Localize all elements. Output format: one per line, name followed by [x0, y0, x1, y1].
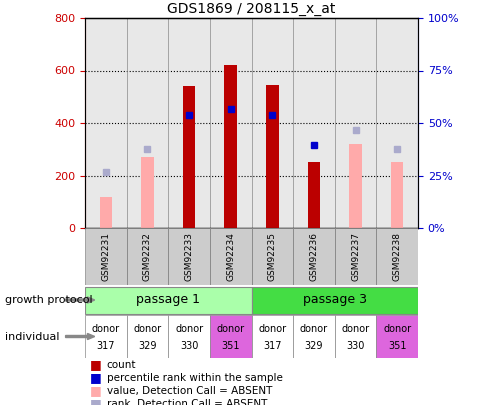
FancyBboxPatch shape — [85, 315, 126, 358]
Text: 351: 351 — [387, 341, 406, 351]
Text: 351: 351 — [221, 341, 240, 351]
Text: GSM92231: GSM92231 — [101, 232, 110, 281]
FancyBboxPatch shape — [376, 228, 417, 285]
Text: donor: donor — [133, 324, 161, 334]
Text: ■: ■ — [90, 397, 101, 405]
FancyBboxPatch shape — [168, 315, 210, 358]
FancyBboxPatch shape — [85, 228, 126, 285]
Text: donor: donor — [257, 324, 286, 334]
Text: passage 3: passage 3 — [302, 294, 366, 307]
FancyBboxPatch shape — [292, 315, 334, 358]
Text: GSM92238: GSM92238 — [392, 232, 401, 281]
FancyBboxPatch shape — [85, 286, 251, 313]
FancyBboxPatch shape — [126, 228, 168, 285]
Text: donor: donor — [341, 324, 369, 334]
FancyBboxPatch shape — [251, 286, 417, 313]
Text: 329: 329 — [304, 341, 322, 351]
Text: GSM92234: GSM92234 — [226, 232, 235, 281]
Text: ■: ■ — [90, 384, 101, 397]
Text: GSM92235: GSM92235 — [267, 232, 276, 281]
FancyBboxPatch shape — [251, 228, 292, 285]
Bar — [348, 144, 361, 228]
Bar — [266, 85, 278, 228]
Text: growth protocol: growth protocol — [5, 295, 92, 305]
Text: GSM92236: GSM92236 — [309, 232, 318, 281]
Text: donor: donor — [299, 324, 327, 334]
Text: 329: 329 — [138, 341, 156, 351]
Text: 317: 317 — [96, 341, 115, 351]
Text: value, Detection Call = ABSENT: value, Detection Call = ABSENT — [106, 386, 272, 396]
Text: individual: individual — [5, 332, 59, 341]
Text: ■: ■ — [90, 371, 101, 384]
Text: 330: 330 — [180, 341, 198, 351]
Text: donor: donor — [175, 324, 203, 334]
FancyBboxPatch shape — [292, 228, 334, 285]
Bar — [99, 196, 112, 228]
Text: percentile rank within the sample: percentile rank within the sample — [106, 373, 282, 383]
Text: passage 1: passage 1 — [136, 294, 200, 307]
Text: donor: donor — [216, 324, 244, 334]
Title: GDS1869 / 208115_x_at: GDS1869 / 208115_x_at — [167, 2, 335, 15]
Text: ■: ■ — [90, 358, 101, 371]
FancyBboxPatch shape — [334, 228, 376, 285]
Bar — [390, 162, 403, 228]
FancyBboxPatch shape — [251, 315, 292, 358]
Text: donor: donor — [91, 324, 120, 334]
FancyBboxPatch shape — [210, 315, 251, 358]
FancyBboxPatch shape — [126, 315, 168, 358]
Bar — [224, 65, 237, 228]
FancyBboxPatch shape — [168, 228, 210, 285]
Text: 330: 330 — [346, 341, 364, 351]
FancyBboxPatch shape — [210, 228, 251, 285]
Bar — [182, 86, 195, 228]
FancyBboxPatch shape — [334, 315, 376, 358]
Text: count: count — [106, 360, 136, 370]
Text: donor: donor — [382, 324, 410, 334]
Text: GSM92232: GSM92232 — [143, 232, 151, 281]
FancyBboxPatch shape — [376, 315, 417, 358]
Text: rank, Detection Call = ABSENT: rank, Detection Call = ABSENT — [106, 399, 267, 405]
Text: GSM92237: GSM92237 — [350, 232, 359, 281]
Text: GSM92233: GSM92233 — [184, 232, 193, 281]
Bar — [141, 157, 153, 228]
Text: 317: 317 — [262, 341, 281, 351]
Bar — [307, 162, 319, 228]
